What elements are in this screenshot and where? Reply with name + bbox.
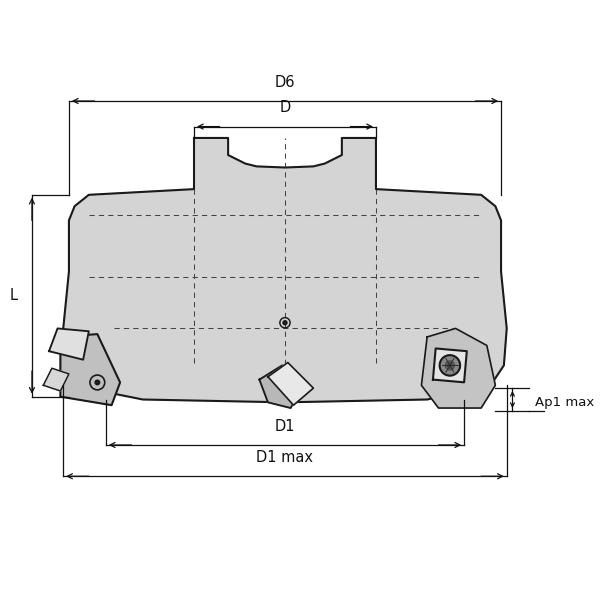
Text: D: D: [280, 100, 290, 115]
Polygon shape: [259, 365, 305, 408]
Circle shape: [283, 321, 287, 325]
Text: Ap1 max: Ap1 max: [535, 396, 595, 409]
Circle shape: [440, 355, 460, 376]
Text: D1: D1: [275, 419, 295, 434]
Polygon shape: [49, 328, 89, 360]
Text: D6: D6: [275, 74, 295, 89]
Polygon shape: [268, 362, 313, 405]
Polygon shape: [43, 368, 69, 391]
Text: L: L: [10, 288, 18, 303]
Text: D1 max: D1 max: [256, 450, 313, 465]
Circle shape: [95, 380, 100, 385]
Polygon shape: [61, 334, 120, 405]
Polygon shape: [433, 349, 467, 382]
Circle shape: [445, 361, 454, 370]
Polygon shape: [63, 138, 507, 403]
Polygon shape: [421, 328, 496, 408]
